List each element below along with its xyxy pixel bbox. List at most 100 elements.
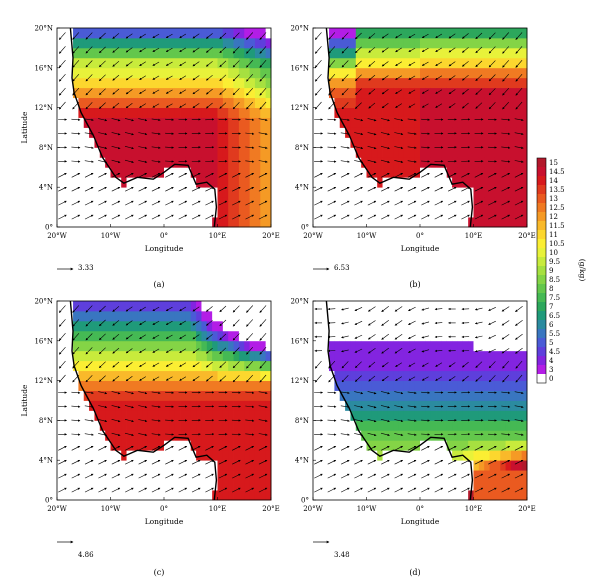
heatmap-cell: [89, 167, 95, 177]
heatmap-cell: [490, 147, 496, 157]
heatmap-cell: [84, 197, 90, 207]
heatmap-cell: [484, 381, 490, 391]
heatmap-cell: [143, 98, 149, 108]
heatmap-cell: [361, 410, 367, 420]
heatmap-cell: [105, 450, 111, 460]
heatmap-cell: [175, 147, 181, 157]
heatmap-cell: [191, 147, 197, 157]
heatmap-cell: [148, 197, 154, 207]
heatmap-cell: [318, 108, 324, 118]
heatmap-cell: [383, 28, 389, 38]
heatmap-cell: [132, 321, 138, 331]
heatmap-cell: [356, 28, 362, 38]
heatmap-cell: [431, 420, 437, 430]
heatmap-cell: [111, 197, 117, 207]
heatmap-cell: [228, 98, 234, 108]
heatmap-cell: [313, 38, 319, 48]
heatmap-cell: [212, 167, 218, 177]
heatmap-cell: [441, 410, 447, 420]
heatmap-cell: [255, 450, 261, 460]
heatmap-cell: [393, 187, 399, 197]
heatmap-cell: [522, 420, 528, 430]
heatmap-cell: [100, 58, 106, 68]
heatmap-cell: [452, 28, 458, 38]
heatmap-cell: [239, 88, 245, 98]
heatmap-cell: [474, 381, 480, 391]
colorbar-tick-label: 9: [549, 267, 553, 275]
heatmap-cell: [78, 207, 84, 217]
heatmap-cell: [127, 58, 133, 68]
heatmap-cell: [345, 430, 351, 440]
heatmap-cell: [474, 341, 480, 351]
heatmap-cell: [255, 68, 261, 78]
heatmap-cell: [127, 68, 133, 78]
heatmap-cell: [345, 470, 351, 480]
heatmap-cell: [223, 420, 229, 430]
heatmap-cell: [340, 341, 346, 351]
heatmap-cell: [196, 78, 202, 88]
heatmap-cell: [239, 361, 245, 371]
heatmap-cell: [318, 351, 324, 361]
heatmap-cell: [201, 420, 207, 430]
heatmap-cell: [111, 311, 117, 321]
heatmap-cell: [228, 118, 234, 128]
heatmap-cell: [191, 48, 197, 58]
heatmap-cell: [484, 207, 490, 217]
heatmap-cell: [313, 460, 319, 470]
heatmap-cell: [143, 118, 149, 128]
heatmap-cell: [516, 450, 522, 460]
heatmap-cell: [318, 147, 324, 157]
heatmap-cell: [377, 187, 383, 197]
heatmap-cell: [404, 207, 410, 217]
heatmap-cell: [137, 331, 143, 341]
heatmap-cell: [415, 128, 421, 138]
heatmap-cell: [175, 301, 181, 311]
heatmap-cell: [452, 420, 458, 430]
heatmap-cell: [490, 38, 496, 48]
heatmap-cell: [388, 118, 394, 128]
heatmap-cell: [143, 381, 149, 391]
heatmap-cell: [212, 331, 218, 341]
heatmap-cell: [431, 301, 437, 311]
heatmap-cell: [212, 311, 218, 321]
heatmap-cell: [511, 177, 517, 187]
heatmap-cell: [159, 177, 165, 187]
heatmap-cell: [137, 361, 143, 371]
heatmap-cell: [474, 371, 480, 381]
heatmap-cell: [207, 371, 213, 381]
heatmap-cell: [313, 470, 319, 480]
heatmap-cell: [340, 401, 346, 411]
heatmap-cell: [68, 361, 74, 371]
heatmap-cell: [361, 108, 367, 118]
heatmap-cell: [111, 177, 117, 187]
heatmap-cell: [324, 450, 330, 460]
heatmap-cell: [239, 391, 245, 401]
heatmap-cell: [255, 88, 261, 98]
colorbar-tick-label: 12.5: [549, 204, 565, 212]
heatmap-cell: [377, 197, 383, 207]
heatmap-cell: [404, 58, 410, 68]
heatmap-cell: [89, 361, 95, 371]
colorbar-tick-label: 13.5: [549, 186, 565, 194]
heatmap-cell: [356, 321, 362, 331]
heatmap-cell: [196, 450, 202, 460]
heatmap-cell: [468, 341, 474, 351]
heatmap-cell: [511, 88, 517, 98]
heatmap-cell: [239, 341, 245, 351]
heatmap-cell: [393, 177, 399, 187]
heatmap-cell: [388, 430, 394, 440]
heatmap-cell: [228, 301, 234, 311]
heatmap-cell: [57, 177, 63, 187]
colorbar-swatch: [537, 302, 546, 311]
heatmap-cell: [356, 460, 362, 470]
heatmap-cell: [137, 440, 143, 450]
heatmap-cell: [78, 197, 84, 207]
heatmap-cell: [350, 311, 356, 321]
heatmap-cell: [522, 68, 528, 78]
heatmap-cell: [457, 68, 463, 78]
heatmap-cell: [57, 88, 63, 98]
x-tick-label: 20°E: [518, 232, 536, 240]
heatmap-cell: [121, 420, 127, 430]
heatmap-cell: [185, 118, 191, 128]
heatmap-cell: [415, 157, 421, 167]
